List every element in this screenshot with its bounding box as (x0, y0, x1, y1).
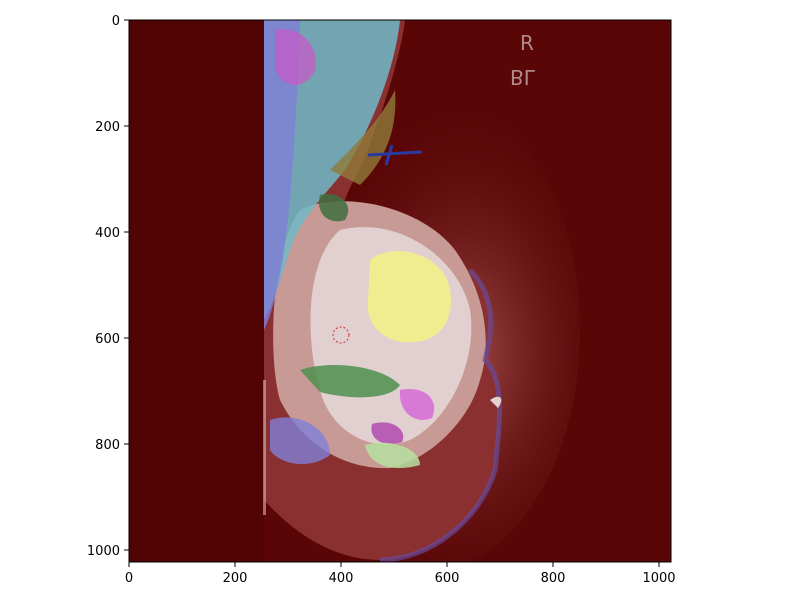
blue-mark (367, 144, 423, 166)
nipple (490, 396, 502, 408)
magenta-patch-lower (371, 422, 404, 444)
magenta-patch-mid (399, 389, 435, 420)
y-axis: 0 200 400 600 800 1000 (87, 14, 129, 559)
annotation-circle (332, 326, 350, 344)
x-axis: 0 200 400 600 800 1000 (125, 562, 676, 586)
overlay-label-r: R (520, 31, 534, 55)
plot-frame (128, 19, 672, 563)
y-tick-label: 200 (95, 120, 120, 135)
yellow-region (367, 251, 451, 343)
image-area: R BL (129, 20, 671, 562)
x-tick-label: 400 (329, 571, 354, 586)
left-panel-overlay (129, 20, 264, 562)
light-green-patch (365, 442, 420, 469)
blue-band (264, 20, 300, 330)
y-tick-label: 1000 (87, 544, 120, 559)
y-tick-label: 400 (95, 226, 120, 241)
y-tick-label: 800 (95, 438, 120, 453)
x-tick-label: 200 (223, 571, 248, 586)
x-tick-label: 600 (435, 571, 460, 586)
x-tick-label: 800 (541, 571, 566, 586)
green-patch (300, 365, 400, 398)
green-patch-small (319, 194, 349, 222)
edge-streak (263, 380, 266, 515)
purple-edge (379, 268, 502, 562)
x-tick-label: 1000 (642, 571, 675, 586)
overlay-label-bl: BL (510, 65, 536, 89)
magenta-patch-upper (275, 29, 316, 85)
olive-ridge (330, 90, 396, 185)
y-tick-label: 600 (95, 332, 120, 347)
cyan-patch-lower (270, 417, 330, 465)
x-tick-label: 0 (125, 571, 133, 586)
y-tick-label: 0 (112, 14, 120, 29)
